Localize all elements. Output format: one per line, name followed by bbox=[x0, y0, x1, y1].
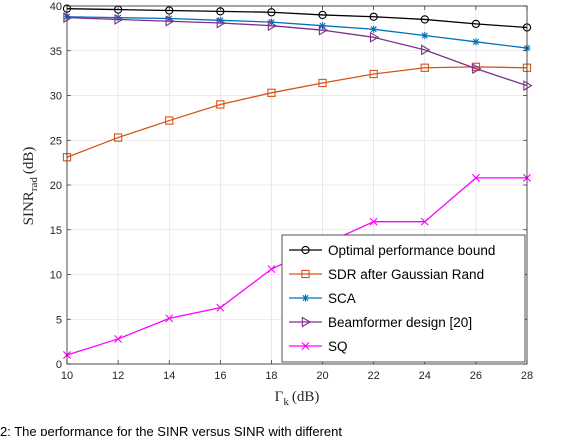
y-axis-unit: (dB) bbox=[21, 147, 37, 175]
legend-entry: SQ bbox=[289, 339, 348, 354]
legend-entry: Optimal performance bound bbox=[289, 243, 495, 258]
x-axis-title: Γk (dB) bbox=[275, 389, 320, 408]
data-point bbox=[420, 217, 429, 226]
y-tick-label: 25 bbox=[50, 135, 62, 147]
data-point bbox=[369, 69, 378, 79]
y-axis-title: SINRrad (dB) bbox=[21, 147, 40, 226]
data-point bbox=[165, 15, 175, 27]
data-point bbox=[267, 88, 276, 97]
data-point bbox=[267, 20, 278, 32]
legend-label: SDR after Gaussian Rand bbox=[328, 267, 484, 282]
data-point bbox=[420, 15, 429, 24]
legend-entry: SDR after Gaussian Rand bbox=[289, 267, 484, 282]
data-point bbox=[114, 334, 123, 343]
y-tick-label: 20 bbox=[50, 180, 62, 192]
legend-entry: Beamformer design [20] bbox=[289, 315, 472, 330]
series-0 bbox=[62, 4, 532, 32]
data-point bbox=[216, 100, 225, 109]
y-tick-label: 35 bbox=[50, 46, 62, 58]
y-tick-label: 40 bbox=[50, 1, 62, 13]
data-point bbox=[370, 25, 378, 33]
legend: Optimal performance bound SDR after Gauss… bbox=[281, 234, 526, 363]
data-point bbox=[216, 303, 225, 312]
series-line bbox=[66, 8, 528, 29]
x-tick-label: 28 bbox=[521, 370, 533, 382]
y-tick-label: 0 bbox=[56, 359, 62, 371]
x-tick-label: 24 bbox=[419, 370, 431, 382]
data-point bbox=[421, 31, 429, 40]
legend-label: SQ bbox=[328, 339, 348, 354]
data-point bbox=[472, 38, 480, 46]
x-axis-unit: (dB) bbox=[292, 389, 320, 405]
x-tick-label: 16 bbox=[214, 370, 226, 382]
legend-marker bbox=[301, 269, 310, 279]
y-axis-label: SINR bbox=[21, 191, 37, 225]
legend-label: Optimal performance bound bbox=[328, 243, 495, 258]
data-point bbox=[471, 173, 480, 182]
data-point bbox=[114, 14, 122, 22]
data-point bbox=[165, 116, 174, 125]
data-point bbox=[113, 133, 123, 142]
legend-entry: SCA bbox=[289, 291, 356, 306]
data-point bbox=[421, 44, 431, 56]
series-line bbox=[66, 16, 528, 49]
data-point bbox=[114, 13, 124, 25]
data-point bbox=[471, 19, 481, 29]
legend-box bbox=[281, 234, 526, 363]
x-tick-label: 22 bbox=[368, 370, 380, 382]
data-point bbox=[165, 314, 174, 323]
x-tick-label: 14 bbox=[163, 370, 175, 382]
series-line bbox=[66, 16, 528, 87]
data-point bbox=[369, 217, 378, 226]
data-point bbox=[267, 265, 276, 274]
data-point bbox=[216, 17, 226, 29]
legend-marker bbox=[301, 294, 310, 302]
data-point bbox=[472, 63, 482, 75]
y-tick-label: 30 bbox=[50, 91, 62, 103]
series-line bbox=[66, 66, 528, 158]
legend-marker bbox=[301, 342, 310, 350]
data-point bbox=[369, 31, 380, 43]
legend-label: Beamformer design [20] bbox=[328, 315, 472, 330]
x-tick-label: 26 bbox=[470, 370, 482, 382]
data-point bbox=[318, 24, 329, 36]
y-tick-label: 5 bbox=[56, 314, 62, 326]
data-point bbox=[63, 12, 73, 24]
y-tick-label: 15 bbox=[50, 225, 62, 237]
x-tick-label: 12 bbox=[112, 370, 124, 382]
data-point bbox=[318, 10, 327, 20]
series-3 bbox=[63, 12, 533, 92]
data-point bbox=[267, 18, 276, 26]
data-point bbox=[420, 63, 429, 72]
legend-marker bbox=[301, 316, 312, 328]
x-axis-subscript: k bbox=[283, 396, 289, 408]
y-axis-subscript: rad bbox=[28, 177, 40, 192]
y-tick-label: 10 bbox=[50, 270, 62, 282]
x-tick-label: 10 bbox=[61, 370, 73, 382]
x-axis-label: Γ bbox=[275, 389, 284, 405]
x-tick-label: 20 bbox=[316, 370, 328, 382]
legend-marker bbox=[301, 245, 310, 255]
ticks: 10 12 14 16 18 20 22 24 26 28 0 5 10 15 20 25 30 35 40 bbox=[50, 1, 533, 382]
data-point bbox=[318, 22, 327, 30]
data-point bbox=[523, 80, 533, 92]
data-point bbox=[369, 12, 378, 21]
caption-fragment: 2: The performance for the SINR versus S… bbox=[0, 424, 342, 436]
x-tick-label: 18 bbox=[265, 370, 277, 382]
data-point bbox=[318, 78, 327, 88]
legend-label: SCA bbox=[328, 291, 356, 306]
